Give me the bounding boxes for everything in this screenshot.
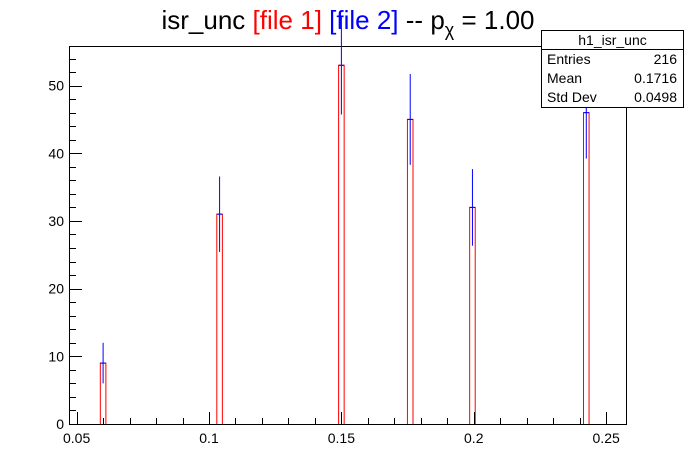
y-tick-label: 0	[56, 416, 64, 432]
stats-value: 0.0498	[634, 89, 677, 105]
histogram-bar	[406, 118, 414, 424]
stats-row-mean: Mean 0.1716	[542, 69, 683, 88]
stats-title: h1_isr_unc	[542, 31, 683, 50]
stats-label: Mean	[547, 70, 583, 86]
stats-row-stddev: Std Dev 0.0498	[542, 88, 683, 107]
y-tick-label: 30	[48, 213, 64, 229]
x-tick-label: 0.25	[593, 430, 620, 446]
plot-frame	[69, 46, 627, 425]
y-tick-label: 50	[48, 78, 64, 94]
x-tick-label: 0.1	[199, 430, 219, 446]
y-tick-label: 40	[48, 145, 64, 161]
stats-value: 0.1716	[634, 70, 677, 86]
x-tick-label: 0.05	[63, 430, 90, 446]
title-prefix: isr_unc	[161, 5, 246, 35]
series-file1	[99, 64, 590, 424]
stats-box: h1_isr_unc Entries 216 Mean 0.1716 Std Dev…	[541, 30, 684, 108]
stats-label: Std Dev	[547, 89, 597, 105]
chart-title: isr_unc [file 1] [file 2] -- pχ = 1.00	[0, 2, 696, 48]
x-tick-label: 0.15	[328, 430, 355, 446]
histogram-bar	[583, 112, 590, 424]
title-suffix: = 1.00	[461, 5, 535, 35]
series-file2	[100, 16, 590, 384]
x-axis: 0.05 0.1 0.15 0.2 0.25	[63, 412, 620, 446]
x-tick-label: 0.2	[464, 430, 484, 446]
y-tick-label: 20	[48, 281, 64, 297]
title-p: p	[430, 5, 445, 35]
title-chi: χ	[444, 20, 455, 40]
y-axis: 0 10 20 30 40 50	[48, 59, 82, 432]
y-tick-label: 10	[48, 348, 64, 364]
stats-value: 216	[653, 51, 677, 67]
title-dashes: --	[405, 5, 424, 35]
title-file2: [file 2]	[329, 5, 399, 35]
histogram-bar	[338, 64, 345, 424]
stats-label: Entries	[547, 51, 591, 67]
title-file1: [file 1]	[252, 5, 322, 35]
stats-row-entries: Entries 216	[542, 50, 683, 69]
